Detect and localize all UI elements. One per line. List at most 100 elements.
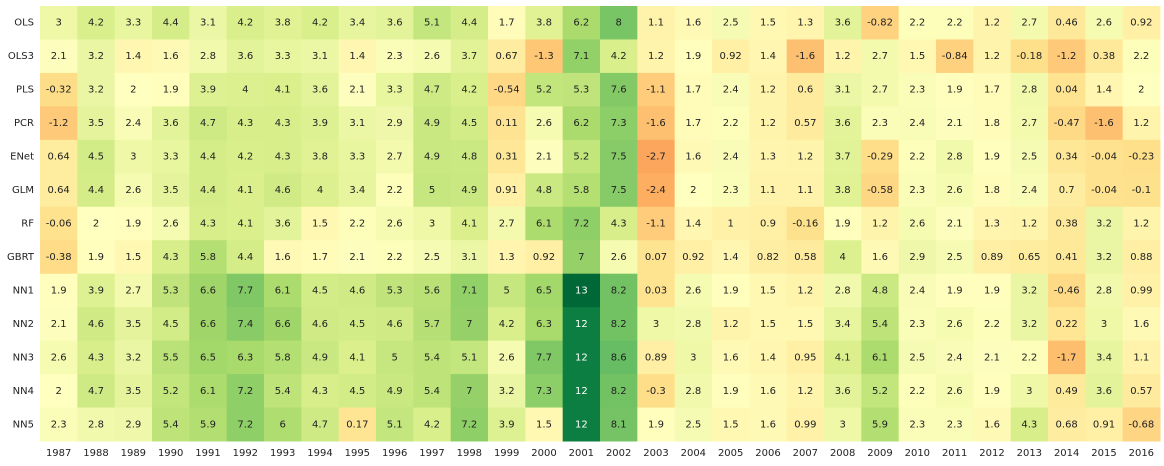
cell-label: 3.2	[88, 51, 104, 62]
cell-label: 2.3	[387, 51, 403, 62]
heatmap-cell	[264, 6, 302, 40]
cell-label: 2.2	[909, 152, 925, 163]
heatmap-cell	[1122, 240, 1161, 275]
heatmap-cell	[973, 273, 1012, 308]
cell-label: 3.6	[1096, 386, 1112, 397]
heatmap-cell	[413, 240, 452, 275]
heatmap-cell	[786, 72, 825, 107]
heatmap-cell	[1122, 273, 1161, 308]
heatmap-cell	[488, 72, 526, 107]
cell-label: 2.8	[835, 285, 851, 296]
cell-label: -0.04	[1091, 185, 1117, 196]
heatmap-cell	[301, 6, 340, 40]
cell-label: 4.7	[424, 85, 440, 96]
heatmap-cell	[301, 72, 340, 107]
cell-label: 6.1	[872, 352, 888, 363]
heatmap-cell	[936, 6, 974, 40]
heatmap-cell	[338, 139, 377, 174]
cell-label: 0.46	[1056, 18, 1078, 29]
heatmap-cell	[1010, 340, 1049, 375]
heatmap-cell	[749, 173, 788, 208]
cell-label: 7.1	[573, 51, 589, 62]
cell-label: 1.6	[760, 419, 776, 430]
x-tick-label: 1995	[345, 448, 370, 459]
heatmap-cell	[525, 72, 564, 107]
x-tick-label: 2003	[643, 448, 668, 459]
heatmap-cell	[450, 139, 489, 174]
cell-label: 4.3	[611, 219, 627, 230]
heatmap-cell	[600, 340, 638, 375]
heatmap-cell	[152, 374, 190, 409]
heatmap-cell	[40, 206, 78, 241]
heatmap-cell	[413, 206, 452, 241]
heatmap-cell	[152, 6, 190, 40]
heatmap-cell	[712, 6, 750, 40]
heatmap-cell	[264, 173, 302, 208]
heatmap-cell	[189, 240, 228, 275]
cell-label: 0.91	[496, 185, 518, 196]
heatmap-cell	[525, 407, 564, 442]
heatmap-cell	[413, 72, 452, 107]
heatmap-cell	[301, 273, 340, 308]
cell-label: -0.3	[646, 386, 666, 397]
heatmap-cell	[1048, 240, 1086, 275]
cell-label: 4.2	[88, 18, 104, 29]
cell-label: -1.6	[796, 51, 816, 62]
cell-label: 0.49	[1056, 386, 1078, 397]
heatmap-cell	[226, 72, 265, 107]
cell-label: 1.5	[760, 319, 776, 330]
heatmap-cell	[189, 307, 228, 342]
cell-label: 1.8	[984, 118, 1000, 129]
heatmap-cell	[824, 340, 862, 375]
cell-label: 1.9	[723, 285, 739, 296]
cell-label: 3.1	[835, 85, 851, 96]
cell-label: 5.2	[872, 386, 888, 397]
heatmap-cell	[301, 173, 340, 208]
cell-label: 6	[279, 419, 285, 430]
cell-label: -1.6	[1094, 118, 1114, 129]
heatmap-cell	[824, 307, 862, 342]
cell-label: 2.8	[947, 152, 963, 163]
cell-label: 4.2	[312, 18, 328, 29]
heatmap-cell	[488, 106, 526, 141]
cell-label: 2.2	[1133, 51, 1149, 62]
cell-label: 4.3	[275, 152, 291, 163]
cell-label: 3.4	[349, 18, 365, 29]
heatmap-cell	[376, 307, 414, 342]
heatmap-cell	[264, 139, 302, 174]
cell-label: 4.2	[237, 152, 253, 163]
row-label: OLS	[14, 18, 34, 29]
cell-label: 3.9	[200, 85, 216, 96]
row-label: RF	[21, 219, 34, 230]
cell-label: 3.2	[125, 352, 141, 363]
cell-label: 1.9	[51, 285, 67, 296]
cell-label: 2.6	[536, 118, 552, 129]
heatmap-cell	[338, 407, 377, 442]
cell-label: 0.11	[496, 118, 518, 129]
heatmap-cell	[898, 307, 937, 342]
heatmap-cell	[1085, 72, 1124, 107]
cell-label: 0.07	[645, 252, 667, 263]
x-tick-label: 2005	[718, 448, 743, 459]
heatmap-cell	[338, 240, 377, 275]
heatmap-cell	[1010, 106, 1049, 141]
cell-label: 1.9	[947, 85, 963, 96]
cell-label: 1.9	[723, 386, 739, 397]
heatmap-cell	[1010, 39, 1049, 74]
cell-label: 2.3	[909, 185, 925, 196]
cell-label: -0.23	[1128, 152, 1154, 163]
heatmap-cell	[114, 206, 153, 241]
cell-label: 2.8	[685, 319, 701, 330]
heatmap-cell	[1048, 340, 1086, 375]
heatmap-cell	[413, 139, 452, 174]
cell-label: 3.9	[499, 419, 515, 430]
cell-label: 2.5	[723, 18, 739, 29]
heatmap-cell	[712, 240, 750, 275]
cell-label: 2.6	[947, 185, 963, 196]
cell-label: 2.9	[125, 419, 141, 430]
cell-label: -0.58	[867, 185, 893, 196]
cell-label: 1.6	[163, 51, 179, 62]
heatmap-cell	[674, 307, 713, 342]
heatmap-cell	[226, 106, 265, 141]
heatmap-cell	[301, 240, 340, 275]
